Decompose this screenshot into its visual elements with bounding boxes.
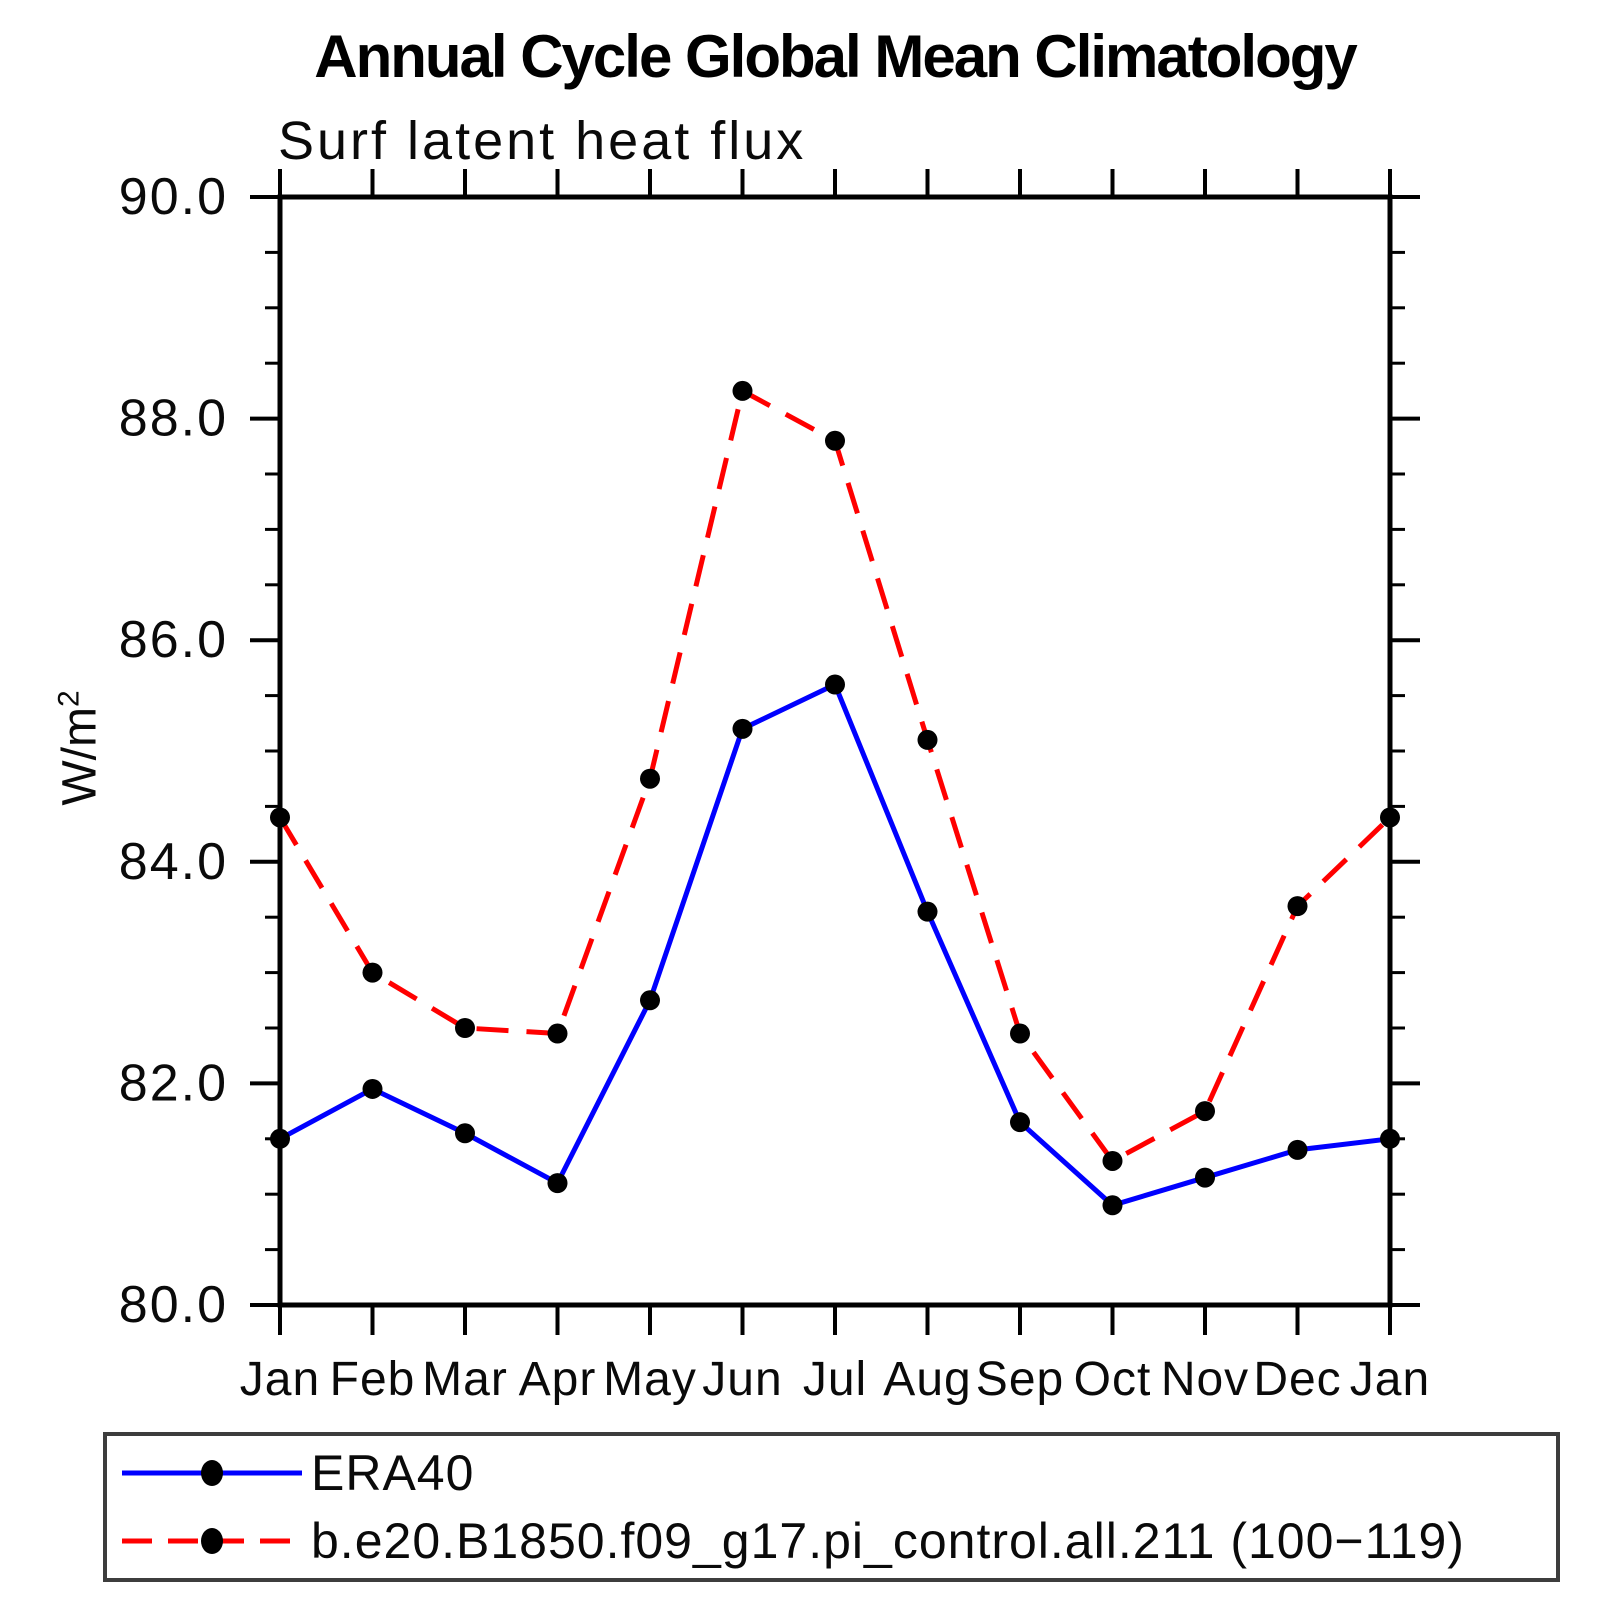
svg-text:86.0: 86.0 bbox=[119, 611, 228, 669]
svg-text:84.0: 84.0 bbox=[119, 833, 228, 891]
legend-label-era40: ERA40 bbox=[311, 1444, 475, 1501]
model-line-marker-sample bbox=[122, 1528, 302, 1555]
svg-text:Jul: Jul bbox=[803, 1353, 867, 1406]
series-model bbox=[270, 380, 1400, 1171]
svg-text:Sep: Sep bbox=[976, 1353, 1064, 1406]
x-axis-ticks bbox=[278, 169, 1392, 1335]
y-axis-tick-labels: 80.0 82.0 84.0 86.0 88.0 90.0 bbox=[119, 168, 228, 1334]
svg-text:Jun: Jun bbox=[702, 1353, 782, 1406]
svg-text:Oct: Oct bbox=[1074, 1353, 1152, 1406]
chart-subtitle: Surf latent heat flux bbox=[278, 111, 807, 171]
svg-text:Jan: Jan bbox=[240, 1353, 320, 1406]
legend-item-model: b.e20.B1850.f09_g17.pi_control.all.211 (… bbox=[117, 1509, 1556, 1573]
svg-text:Dec: Dec bbox=[1253, 1353, 1341, 1406]
x-axis-tick-labels: Jan Feb Mar Apr May Jun Jul Aug Sep Oct Nov Dec Jan bbox=[240, 1353, 1430, 1406]
svg-text:Mar: Mar bbox=[422, 1353, 508, 1406]
svg-text:80.0: 80.0 bbox=[119, 1276, 228, 1334]
legend-box: ERA40 b.e20.B1850.f09_g17.pi_control.all… bbox=[103, 1432, 1560, 1582]
svg-text:Feb: Feb bbox=[330, 1353, 416, 1406]
series-era40 bbox=[270, 674, 1400, 1216]
svg-text:Nov: Nov bbox=[1161, 1353, 1249, 1406]
legend-item-era40: ERA40 bbox=[117, 1441, 1556, 1505]
svg-text:Aug: Aug bbox=[883, 1353, 971, 1406]
svg-text:90.0: 90.0 bbox=[119, 168, 228, 226]
svg-text:88.0: 88.0 bbox=[119, 390, 228, 448]
svg-text:Apr: Apr bbox=[519, 1353, 597, 1406]
svg-text:82.0: 82.0 bbox=[119, 1054, 228, 1112]
y-axis-ticks bbox=[250, 195, 1420, 1307]
axis-frame bbox=[277, 194, 1393, 1308]
era40-line-marker-sample bbox=[122, 1459, 302, 1486]
legend-label-model: b.e20.B1850.f09_g17.pi_control.all.211 (… bbox=[311, 1513, 1465, 1570]
svg-text:Jan: Jan bbox=[1350, 1353, 1430, 1406]
svg-text:May: May bbox=[603, 1353, 697, 1406]
chart-title: Annual Cycle Global Mean Climatology bbox=[314, 23, 1358, 90]
